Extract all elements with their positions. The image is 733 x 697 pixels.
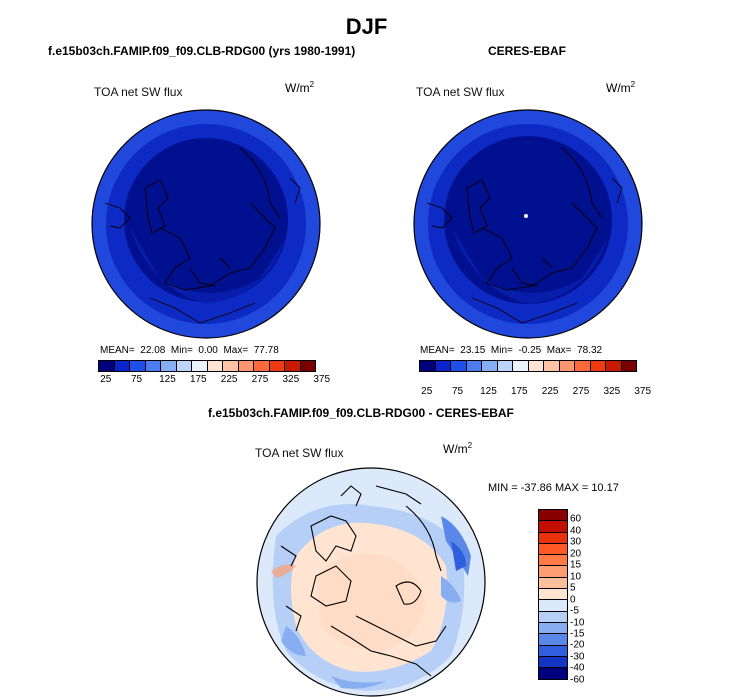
panel1-colorbar-ticks: 25 75 125 175 225 275 325 375 xyxy=(98,374,330,386)
colorbar-tick-label: -60 xyxy=(570,674,585,686)
panel1-units: W/m2 xyxy=(285,80,315,95)
colorbar-tick-label: -30 xyxy=(570,651,585,663)
colorbar-swatch xyxy=(145,361,161,371)
colorbar-swatch xyxy=(238,361,254,371)
colorbar-swatch xyxy=(539,622,567,635)
colorbar-swatch xyxy=(539,668,567,680)
colorbar-tick-label: 125 xyxy=(480,386,497,397)
colorbar-tick-label: -15 xyxy=(570,628,585,640)
colorbar-tick-label: 325 xyxy=(282,374,300,385)
colorbar-swatch xyxy=(539,532,567,544)
colorbar-tick-label: 275 xyxy=(572,386,590,397)
panel2-variable-label: TOA net SW flux xyxy=(416,85,505,99)
colorbar-tick-label: -10 xyxy=(570,617,585,629)
colorbar-swatch xyxy=(539,600,567,612)
colorbar-tick-label: -5 xyxy=(570,605,579,617)
colorbar-tick-label: 325 xyxy=(603,386,621,397)
colorbar-swatch xyxy=(269,361,285,371)
colorbar-tick-label: 175 xyxy=(189,374,207,385)
panel3-minmax: MIN = -37.86 MAX = 10.17 xyxy=(488,482,619,494)
colorbar-swatch xyxy=(176,361,192,371)
panel3-polar-map xyxy=(256,467,486,697)
colorbar-swatch xyxy=(621,361,636,371)
panel2-colorbar xyxy=(419,360,637,372)
colorbar-swatch xyxy=(192,361,208,371)
colorbar-swatch xyxy=(539,634,567,646)
colorbar-swatch xyxy=(539,543,567,556)
colorbar-tick-label: 175 xyxy=(510,386,528,397)
colorbar-swatch xyxy=(539,589,567,601)
colorbar-swatch xyxy=(114,361,130,371)
colorbar-tick-label: 30 xyxy=(570,536,582,548)
panel2-units: W/m2 xyxy=(606,80,636,95)
colorbar-swatch xyxy=(539,577,567,590)
colorbar-swatch xyxy=(539,611,567,623)
colorbar-swatch xyxy=(285,361,301,371)
colorbar-tick-label: 25 xyxy=(421,386,433,397)
colorbar-swatch xyxy=(590,361,606,371)
colorbar-swatch xyxy=(254,361,270,371)
colorbar-tick-label: 125 xyxy=(159,374,176,385)
colorbar-tick-label: 375 xyxy=(634,386,652,397)
colorbar-swatch xyxy=(466,361,482,371)
colorbar-swatch xyxy=(482,361,498,371)
colorbar-tick-label: 375 xyxy=(313,374,331,385)
panel2-colorbar-ticks: 25 75 125 175 225 275 325 375 xyxy=(419,386,651,398)
colorbar-tick-label: 40 xyxy=(570,525,582,537)
panel1-polar-map xyxy=(91,109,321,339)
colorbar-swatch xyxy=(513,361,529,371)
colorbar-swatch xyxy=(539,645,567,657)
panel3-units: W/m2 xyxy=(443,441,473,456)
panel1-colorbar xyxy=(98,360,316,372)
colorbar-swatch xyxy=(497,361,513,371)
panel1-variable-label: TOA net SW flux xyxy=(94,85,183,99)
colorbar-tick-label: -40 xyxy=(570,662,585,674)
colorbar-tick-label: 20 xyxy=(570,548,582,560)
panel2-stats: MEAN= 23.15 Min= -0.25 Max= 78.32 xyxy=(420,345,603,356)
page-title: DJF xyxy=(345,14,388,39)
colorbar-swatch xyxy=(451,361,467,371)
colorbar-swatch xyxy=(420,361,436,371)
colorbar-swatch xyxy=(544,361,560,371)
colorbar-tick-label: 10 xyxy=(570,571,582,583)
colorbar-tick-label: -20 xyxy=(570,639,585,651)
panel3-colorbar-ticks: 60 40 30 20 15 10 5 0 -5 -10 -15 -20 -30 -40 -60 xyxy=(570,509,600,686)
colorbar-tick-label: 15 xyxy=(570,559,582,571)
colorbar-swatch xyxy=(539,566,567,578)
colorbar-tick-label: 275 xyxy=(251,374,269,385)
panel2-title: CERES-EBAF xyxy=(488,44,567,58)
colorbar-tick-label: 5 xyxy=(570,582,576,594)
colorbar-swatch xyxy=(207,361,223,371)
colorbar-swatch xyxy=(539,656,567,669)
colorbar-tick-label: 75 xyxy=(131,374,143,385)
colorbar-swatch xyxy=(559,361,575,371)
colorbar-swatch xyxy=(300,361,315,371)
panel1-stats: MEAN= 22.08 Min= 0.00 Max= 77.78 xyxy=(100,345,279,356)
panel3-variable-label: TOA net SW flux xyxy=(255,446,344,460)
colorbar-swatch xyxy=(606,361,622,371)
colorbar-tick-label: 0 xyxy=(570,594,576,606)
colorbar-swatch xyxy=(223,361,239,371)
panel2-polar-map xyxy=(413,109,643,339)
colorbar-swatch xyxy=(528,361,544,371)
panel3-colorbar xyxy=(538,509,568,681)
colorbar-tick-label: 225 xyxy=(220,374,238,385)
colorbar-swatch xyxy=(575,361,591,371)
colorbar-swatch xyxy=(130,361,146,371)
colorbar-swatch xyxy=(539,555,567,567)
colorbar-tick-label: 225 xyxy=(541,386,559,397)
colorbar-swatch xyxy=(539,510,567,522)
colorbar-swatch xyxy=(435,361,451,371)
colorbar-swatch xyxy=(99,361,115,371)
colorbar-tick-label: 25 xyxy=(100,374,112,385)
colorbar-swatch xyxy=(539,521,567,533)
colorbar-tick-label: 75 xyxy=(452,386,464,397)
panel3-title: f.e15b03ch.FAMIP.f09_f09.CLB-RDG00 - CER… xyxy=(208,406,514,420)
panel1-title: f.e15b03ch.FAMIP.f09_f09.CLB-RDG00 (yrs … xyxy=(48,44,356,58)
colorbar-swatch xyxy=(161,361,177,371)
colorbar-tick-label: 60 xyxy=(570,513,582,525)
